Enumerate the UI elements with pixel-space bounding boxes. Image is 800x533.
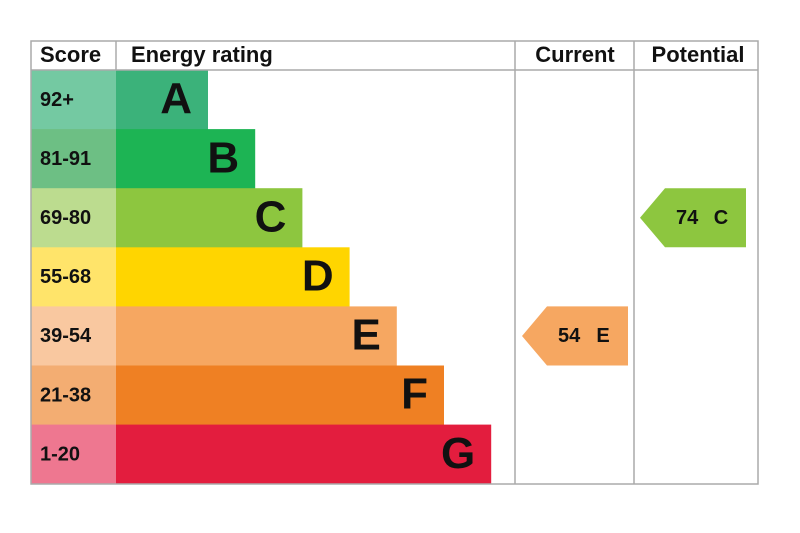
score-label: 69-80 xyxy=(40,207,91,229)
rating-bar xyxy=(116,424,492,485)
potential-value: 74 xyxy=(676,207,699,229)
header-rating: Energy rating xyxy=(131,42,273,67)
score-cell xyxy=(31,365,116,426)
rating-arrow xyxy=(640,188,746,248)
band-letter: A xyxy=(160,74,192,123)
score-label: 39-54 xyxy=(40,325,92,347)
rating-bar xyxy=(116,70,208,130)
band-letter: C xyxy=(255,192,287,241)
rating-bar xyxy=(116,306,397,366)
score-label: 21-38 xyxy=(40,384,91,406)
score-cell xyxy=(31,247,116,307)
rating-arrow xyxy=(522,306,628,366)
score-label: 1-20 xyxy=(40,443,80,465)
rating-bar xyxy=(116,365,444,426)
rating-bar xyxy=(116,188,303,248)
header-potential: Potential xyxy=(652,42,745,67)
score-cell xyxy=(31,424,116,485)
table-border xyxy=(30,40,759,485)
backgrounds xyxy=(31,70,492,485)
band-letter: D xyxy=(302,251,334,300)
current-value: 54 xyxy=(558,325,581,347)
score-cell xyxy=(31,306,116,366)
table-lines xyxy=(30,40,759,485)
band-letter: B xyxy=(207,133,239,182)
potential-letter: C xyxy=(714,207,728,229)
score-label: 81-91 xyxy=(40,148,91,170)
header-current: Current xyxy=(535,42,615,67)
score-label: 55-68 xyxy=(40,266,91,288)
band-letter: F xyxy=(401,370,428,419)
header-score: Score xyxy=(40,42,101,67)
band-letter: G xyxy=(441,429,475,478)
rating-bar xyxy=(116,129,256,189)
rating-bar xyxy=(116,247,350,307)
band-letter: E xyxy=(351,311,380,360)
score-cell xyxy=(31,70,116,130)
score-cell xyxy=(31,129,116,189)
score-cell xyxy=(31,188,116,248)
current-letter: E xyxy=(596,325,609,347)
score-label: 92+ xyxy=(40,89,74,111)
